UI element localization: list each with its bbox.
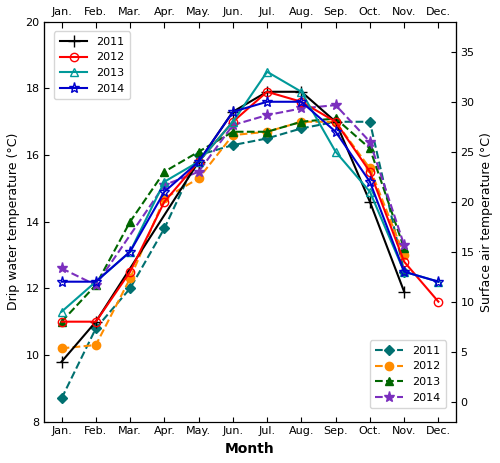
X-axis label: Month: Month [225, 442, 275, 456]
Y-axis label: Drip water temperature (°C): Drip water temperature (°C) [7, 133, 20, 310]
Legend: 2011, 2012, 2013, 2014: 2011, 2012, 2013, 2014 [370, 340, 446, 408]
Y-axis label: Surface air temperature (°C): Surface air temperature (°C) [480, 132, 493, 312]
